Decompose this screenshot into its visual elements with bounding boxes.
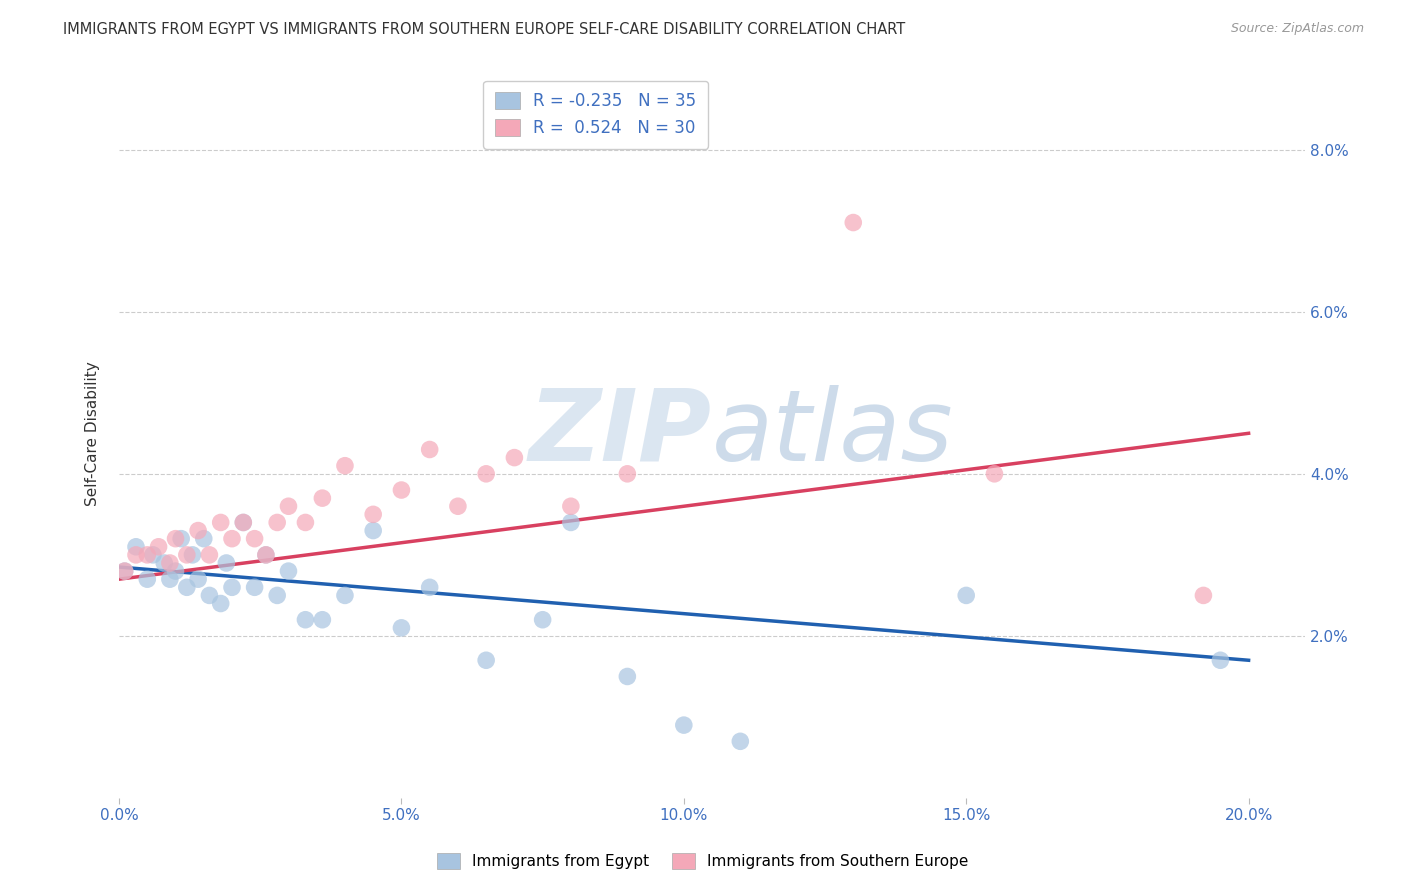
- Point: [221, 580, 243, 594]
- Point: [560, 516, 582, 530]
- Point: [503, 450, 526, 465]
- Point: [361, 524, 384, 538]
- Point: [114, 564, 136, 578]
- Point: [475, 653, 498, 667]
- Point: [447, 500, 470, 514]
- Point: [125, 540, 148, 554]
- Point: [215, 556, 238, 570]
- Point: [419, 442, 441, 457]
- Point: [176, 580, 198, 594]
- Point: [475, 467, 498, 481]
- Point: [148, 540, 170, 554]
- Point: [254, 548, 277, 562]
- Point: [983, 467, 1005, 481]
- Point: [232, 516, 254, 530]
- Point: [616, 467, 638, 481]
- Text: IMMIGRANTS FROM EGYPT VS IMMIGRANTS FROM SOUTHERN EUROPE SELF-CARE DISABILITY CO: IMMIGRANTS FROM EGYPT VS IMMIGRANTS FROM…: [63, 22, 905, 37]
- Point: [114, 564, 136, 578]
- Point: [1192, 589, 1215, 603]
- Point: [142, 548, 165, 562]
- Point: [616, 669, 638, 683]
- Point: [181, 548, 204, 562]
- Point: [294, 516, 316, 530]
- Point: [209, 516, 232, 530]
- Point: [955, 589, 977, 603]
- Point: [159, 572, 181, 586]
- Y-axis label: Self-Care Disability: Self-Care Disability: [86, 361, 100, 506]
- Point: [170, 532, 193, 546]
- Text: Source: ZipAtlas.com: Source: ZipAtlas.com: [1230, 22, 1364, 36]
- Legend: Immigrants from Egypt, Immigrants from Southern Europe: Immigrants from Egypt, Immigrants from S…: [432, 847, 974, 875]
- Point: [672, 718, 695, 732]
- Point: [187, 572, 209, 586]
- Point: [136, 572, 159, 586]
- Point: [361, 508, 384, 522]
- Point: [165, 564, 187, 578]
- Point: [221, 532, 243, 546]
- Point: [531, 613, 554, 627]
- Point: [266, 589, 288, 603]
- Point: [277, 500, 299, 514]
- Legend: R = -0.235   N = 35, R =  0.524   N = 30: R = -0.235 N = 35, R = 0.524 N = 30: [484, 80, 709, 148]
- Point: [419, 580, 441, 594]
- Point: [243, 532, 266, 546]
- Point: [266, 516, 288, 530]
- Point: [159, 556, 181, 570]
- Point: [277, 564, 299, 578]
- Point: [842, 215, 865, 229]
- Point: [391, 621, 413, 635]
- Point: [311, 613, 333, 627]
- Point: [232, 516, 254, 530]
- Point: [153, 556, 176, 570]
- Point: [198, 589, 221, 603]
- Point: [1209, 653, 1232, 667]
- Point: [193, 532, 215, 546]
- Point: [165, 532, 187, 546]
- Point: [560, 500, 582, 514]
- Point: [136, 548, 159, 562]
- Point: [198, 548, 221, 562]
- Point: [176, 548, 198, 562]
- Point: [294, 613, 316, 627]
- Point: [311, 491, 333, 505]
- Text: ZIP: ZIP: [529, 384, 711, 482]
- Point: [333, 589, 356, 603]
- Point: [187, 524, 209, 538]
- Point: [391, 483, 413, 497]
- Point: [254, 548, 277, 562]
- Point: [333, 458, 356, 473]
- Point: [730, 734, 752, 748]
- Point: [209, 597, 232, 611]
- Point: [243, 580, 266, 594]
- Text: atlas: atlas: [711, 384, 953, 482]
- Point: [125, 548, 148, 562]
